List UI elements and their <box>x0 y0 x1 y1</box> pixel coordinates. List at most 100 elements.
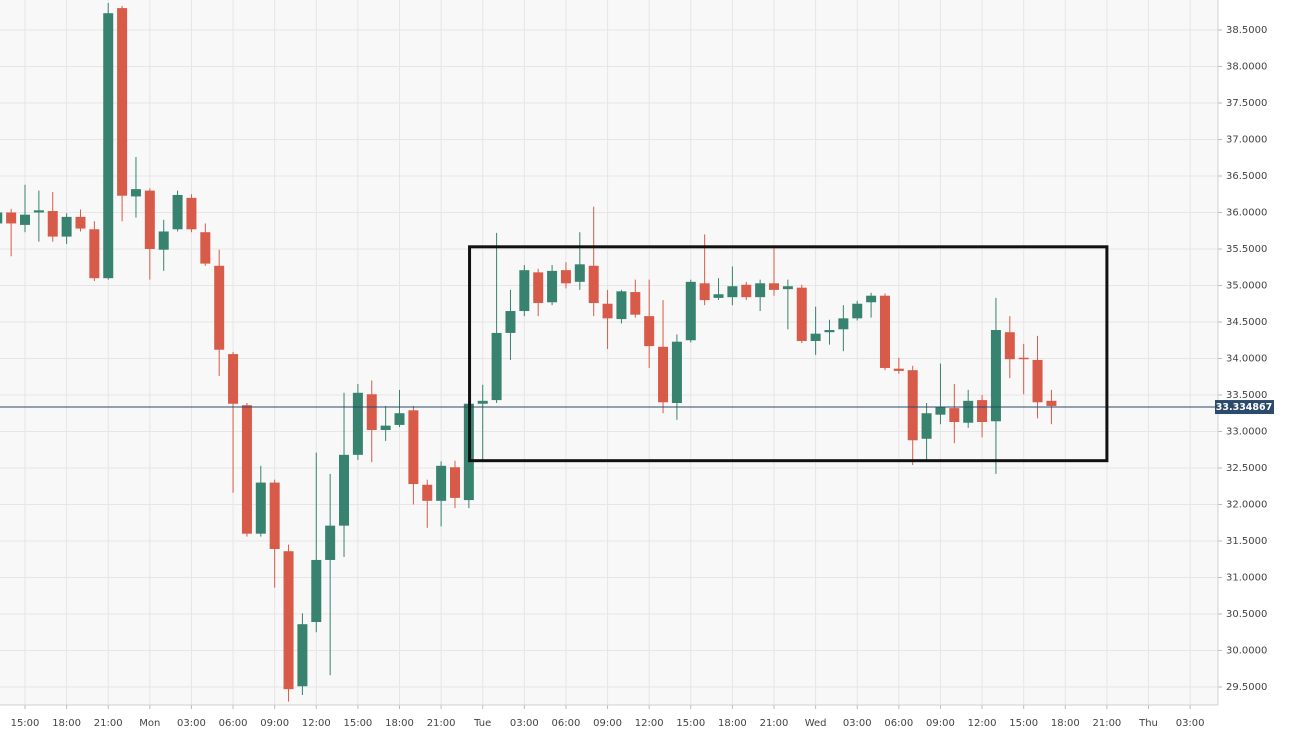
candle-body <box>89 229 100 279</box>
candle-body <box>75 216 86 229</box>
candle-body <box>949 408 960 422</box>
candle-body <box>741 284 752 298</box>
x-tick-label: Thu <box>1138 718 1158 729</box>
x-tick-label: 09:00 <box>260 718 289 729</box>
y-tick-label: 30.0000 <box>1226 645 1267 656</box>
candle-body <box>907 370 918 441</box>
candle-body <box>339 454 350 526</box>
y-tick-label: 34.5000 <box>1226 317 1267 328</box>
x-tick-label: 21:00 <box>427 718 456 729</box>
candle-body <box>269 482 280 550</box>
candle-body <box>1046 400 1057 406</box>
y-tick-label: 35.0000 <box>1226 280 1267 291</box>
candle-body <box>144 190 155 249</box>
candle-body <box>394 413 405 425</box>
candle-body <box>130 189 141 197</box>
x-tick-label: 21:00 <box>94 718 123 729</box>
last-price-label: 33.334867 <box>1216 402 1273 413</box>
x-tick-label: 18:00 <box>52 718 81 729</box>
range-box <box>468 245 1109 463</box>
candle-body <box>977 400 988 422</box>
y-tick-label: 33.5000 <box>1226 390 1267 401</box>
candle-body <box>6 212 17 224</box>
candle-body <box>713 294 724 298</box>
x-tick-label: 15:00 <box>1009 718 1038 729</box>
x-tick-label: 09:00 <box>593 718 622 729</box>
candle-body <box>838 318 849 330</box>
candle-body <box>727 286 738 298</box>
candle-body <box>380 425 391 431</box>
y-tick-label: 32.5000 <box>1226 463 1267 474</box>
candle-body <box>879 295 890 368</box>
candle-body <box>547 270 558 303</box>
candle-body <box>866 295 877 303</box>
candle-body <box>644 316 655 347</box>
y-tick-label: 34.0000 <box>1226 353 1267 364</box>
candle-body <box>200 232 211 264</box>
candle-body <box>0 212 3 224</box>
candle-body <box>519 270 530 312</box>
candle-body <box>255 482 266 534</box>
candle-body <box>935 406 946 415</box>
candle-body <box>796 287 807 341</box>
candle-body <box>685 281 696 341</box>
candle-body <box>186 197 197 230</box>
y-tick-label: 38.5000 <box>1226 25 1267 36</box>
candle-body <box>325 525 336 560</box>
candle-body <box>103 13 114 279</box>
candle-body <box>658 346 669 403</box>
candle-body <box>214 265 225 350</box>
candle-body <box>990 330 1001 422</box>
candle-body <box>755 283 766 298</box>
candle-body <box>616 291 627 320</box>
y-tick-label: 30.5000 <box>1226 609 1267 620</box>
candle-body <box>893 368 904 371</box>
candle-body <box>33 210 44 213</box>
x-tick-label: Wed <box>805 718 827 729</box>
candle-body <box>560 270 571 284</box>
candle-body <box>20 214 31 225</box>
candle-body <box>366 394 377 431</box>
x-tick-label: 06:00 <box>219 718 248 729</box>
y-tick-label: 36.0000 <box>1226 207 1267 218</box>
x-tick-label: 09:00 <box>926 718 955 729</box>
y-tick-label: 37.5000 <box>1226 98 1267 109</box>
candle-body <box>352 392 363 455</box>
candle-body <box>47 211 58 237</box>
y-tick-label: 31.5000 <box>1226 536 1267 547</box>
candle-body <box>963 400 974 423</box>
x-tick-label: 03:00 <box>1176 718 1205 729</box>
y-tick-label: 36.5000 <box>1226 171 1267 182</box>
candle-body <box>769 283 780 290</box>
candle-body <box>505 311 516 333</box>
candle-body <box>158 231 169 250</box>
x-tick-label: Tue <box>473 718 491 729</box>
candle-body <box>574 264 585 282</box>
x-tick-label: 06:00 <box>552 718 581 729</box>
candle-body <box>283 551 294 690</box>
x-tick-label: 18:00 <box>718 718 747 729</box>
candle-body <box>408 410 419 485</box>
candle-body <box>921 413 932 439</box>
candle-body <box>824 330 835 333</box>
x-tick-label: 15:00 <box>676 718 705 729</box>
y-tick-label: 35.5000 <box>1226 244 1267 255</box>
candle-body <box>117 8 128 196</box>
x-tick-label: 15:00 <box>343 718 372 729</box>
candle-body <box>436 465 447 501</box>
candle-body <box>630 292 641 315</box>
candle-body <box>588 265 599 304</box>
x-tick-label: 12:00 <box>302 718 331 729</box>
x-tick-label: Mon <box>139 718 160 729</box>
candle-body <box>1032 359 1043 403</box>
candle-body <box>311 559 322 623</box>
y-tick-label: 31.0000 <box>1226 572 1267 583</box>
x-tick-label: 03:00 <box>510 718 539 729</box>
y-tick-label: 33.0000 <box>1226 426 1267 437</box>
candle-body <box>491 332 502 401</box>
x-tick-label: 18:00 <box>1051 718 1080 729</box>
candle-body <box>477 400 488 404</box>
candle-body <box>782 286 793 290</box>
